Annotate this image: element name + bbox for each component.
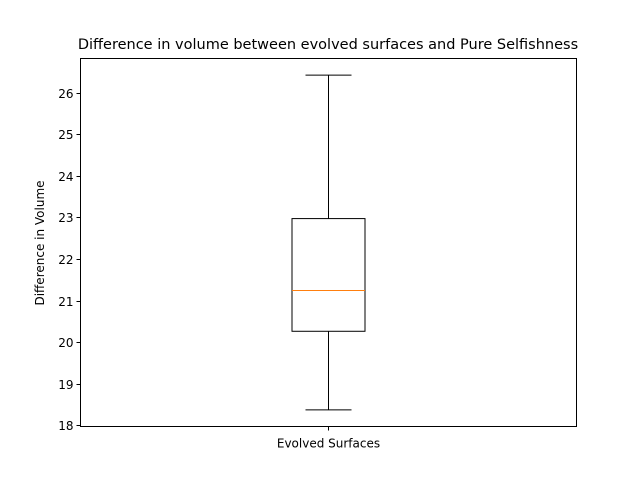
interquartile-box (291, 218, 366, 332)
y-tick-label: 18 (58, 419, 73, 433)
axes-frame (80, 58, 577, 427)
y-tick-label: 26 (58, 87, 73, 101)
plot-area: 18 19 20 21 22 23 24 25 26 Evolved Surfaces (58, 74, 380, 451)
y-tick-label: 19 (58, 378, 73, 392)
y-axis-label: Difference in Volume (33, 180, 47, 305)
y-tick-label: 25 (58, 128, 73, 142)
chart-title: Difference in volume between evolved sur… (78, 37, 578, 53)
y-tick-label: 22 (58, 253, 73, 267)
x-tick-label: Evolved Surfaces (277, 437, 380, 451)
y-tick-label: 21 (58, 295, 73, 309)
y-tick-label: 23 (58, 211, 73, 225)
y-tick-label: 20 (58, 336, 73, 350)
y-tick-label: 24 (58, 170, 73, 184)
